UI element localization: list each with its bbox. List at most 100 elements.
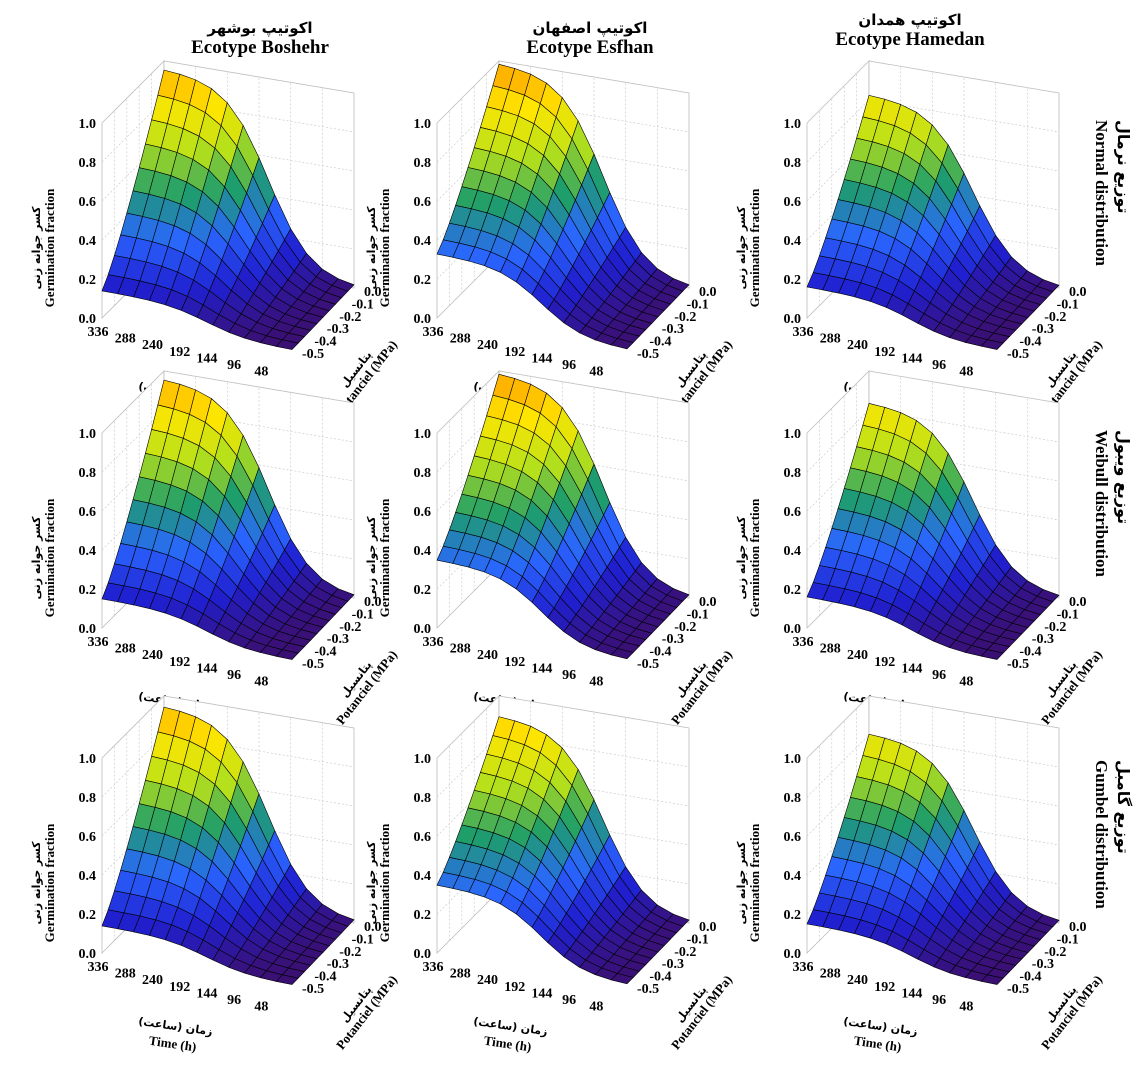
z-axis-label-en: Germination fraction <box>377 823 392 943</box>
x-tick-label: 240 <box>142 338 163 353</box>
z-tick-label: 0.8 <box>414 156 432 171</box>
z-axis-label-fa: کسر جوانه زنی <box>365 841 378 925</box>
surface-panel-r2-c1: 0.0 0.2 0.4 0.6 0.8 1.0 336 288 240 192 144 96 48 0.0… <box>335 695 735 1075</box>
gridline <box>806 60 1060 124</box>
y-tick-label: -0.2 <box>674 945 696 960</box>
y-tick-label: -0.3 <box>1032 957 1054 972</box>
x-tick-label: 144 <box>901 661 922 676</box>
z-axis-label-fa: کسر جوانه زنی <box>30 516 43 600</box>
surface-plot: 0.0 0.2 0.4 0.6 0.8 1.0 336 288 240 192 144 96 48 0.0… <box>30 695 400 1054</box>
z-axis-label: کسر جوانه زنی Germination fraction <box>365 188 392 308</box>
x-tick-label: 336 <box>423 960 444 975</box>
z-tick-label: 0.8 <box>79 156 97 171</box>
x-tick-label: 144 <box>531 351 552 366</box>
x-tick-label: 240 <box>847 338 868 353</box>
column-title-hamedan: اکوتیپ همدان Ecotype Hamedan <box>790 11 1030 51</box>
figure: اکوتیپ بوشهر Ecotype Boshehr اکوتیپ اصفه… <box>0 11 1133 1054</box>
surface-cell <box>980 974 1004 985</box>
x-tick-label: 48 <box>589 1000 603 1015</box>
column-title-en: Ecotype Esfhan <box>526 37 654 59</box>
x-tick-label: 240 <box>847 973 868 988</box>
gridline <box>436 99 690 163</box>
z-axis-label-fa: کسر جوانه زنی <box>365 206 378 290</box>
x-tick-label: 192 <box>874 345 895 360</box>
surface-plot: 0.0 0.2 0.4 0.6 0.8 1.0 336 288 240 192 144 96 48 0.0… <box>735 695 1105 1054</box>
column-title-en: Ecotype Boshehr <box>191 37 329 59</box>
z-tick-label: 0.6 <box>414 505 432 520</box>
x-tick-label: 336 <box>423 325 444 340</box>
surface-plot: 0.0 0.2 0.4 0.6 0.8 1.0 336 288 240 192 144 96 48 0.0… <box>365 370 735 729</box>
y-tick-label: -0.1 <box>687 297 709 312</box>
z-tick-label: 0.2 <box>784 273 802 288</box>
y-tick-label: -0.5 <box>1007 657 1029 672</box>
z-tick-label: 0.4 <box>784 869 802 884</box>
gridline <box>101 695 355 759</box>
x-tick-label: 192 <box>874 980 895 995</box>
surface-plot: 0.0 0.2 0.4 0.6 0.8 1.0 336 288 240 192 144 96 48 0.0… <box>365 695 735 1054</box>
z-axis-label-en: Germination fraction <box>747 188 762 308</box>
surface-plot: 0.0 0.2 0.4 0.6 0.8 1.0 336 288 240 192 144 96 48 0.0… <box>30 370 400 729</box>
z-tick-label: 0.8 <box>784 466 802 481</box>
y-tick-label: -0.4 <box>1019 645 1041 660</box>
surface-mesh <box>806 733 1060 985</box>
row-label-normal: Normal distribution توزیع نرمال <box>1092 120 1133 360</box>
x-tick-label: 144 <box>901 351 922 366</box>
z-tick-label: 0.8 <box>414 791 432 806</box>
x-tick-label: 288 <box>450 332 471 347</box>
z-tick-label: 0.0 <box>414 947 432 962</box>
y-tick-label: -0.5 <box>637 657 659 672</box>
x-tick-label: 144 <box>531 986 552 1001</box>
gridline <box>101 60 355 124</box>
row-label-fa: توزیع ویبول <box>1114 430 1133 525</box>
surface-cell <box>275 974 299 985</box>
y-tick-label: -0.4 <box>1019 970 1041 985</box>
surface-panel-r0-c0: 0.0 0.2 0.4 0.6 0.8 1.0 336 288 240 192 144 96 48 0.0… <box>0 60 400 440</box>
surface-mesh <box>806 94 1060 350</box>
z-tick-label: 0.6 <box>79 830 97 845</box>
gridline <box>436 409 690 473</box>
y-tick-label: -0.3 <box>662 957 684 972</box>
x-tick-label: 288 <box>450 642 471 657</box>
y-tick-label: 0.0 <box>699 920 717 935</box>
x-tick-label: 240 <box>477 973 498 988</box>
z-tick-label: 0.0 <box>79 622 97 637</box>
z-tick-label: 0.6 <box>784 830 802 845</box>
surface-cell <box>610 648 634 660</box>
column-title-fa: اکوتیپ اصفهان <box>532 19 648 37</box>
x-tick-label: 240 <box>477 648 498 663</box>
y-tick-label: -0.5 <box>637 982 659 997</box>
y-tick-label: 0.0 <box>1069 920 1087 935</box>
y-tick-label: -0.3 <box>1032 632 1054 647</box>
x-tick-label: 144 <box>531 661 552 676</box>
y-tick-label: -0.4 <box>314 970 336 985</box>
gridline <box>806 370 1060 434</box>
x-tick-label: 96 <box>562 358 576 373</box>
z-tick-label: 1.0 <box>79 752 97 767</box>
z-axis-label: کسر جوانه زنی Germination fraction <box>735 188 762 308</box>
z-tick-label: 1.0 <box>414 117 432 132</box>
z-tick-label: 0.0 <box>414 622 432 637</box>
z-tick-label: 0.4 <box>784 544 802 559</box>
z-tick-label: 0.0 <box>784 622 802 637</box>
gridline <box>806 812 1060 876</box>
y-tick-label: 0.0 <box>364 920 382 935</box>
surface-plot: 0.0 0.2 0.4 0.6 0.8 1.0 336 288 240 192 144 96 48 0.0… <box>735 370 1105 729</box>
x-tick-label: 96 <box>562 668 576 683</box>
y-tick-label: 0.0 <box>1069 595 1087 610</box>
z-tick-label: 1.0 <box>414 427 432 442</box>
z-tick-label: 0.2 <box>79 908 97 923</box>
row-label-fa: توزیع نرمال <box>1114 120 1133 214</box>
y-tick-label: -0.4 <box>314 335 336 350</box>
gridline <box>101 734 355 798</box>
surface-cell <box>275 649 299 660</box>
z-axis-label: کسر جوانه زنی Germination fraction <box>735 498 762 618</box>
x-tick-label: 48 <box>589 365 603 380</box>
surface-mesh <box>806 403 1060 660</box>
z-tick-label: 0.6 <box>79 505 97 520</box>
y-tick-label: -0.1 <box>352 932 374 947</box>
z-tick-label: 0.2 <box>784 908 802 923</box>
x-tick-label: 336 <box>88 635 109 650</box>
y-tick-label: -0.3 <box>327 322 349 337</box>
y-tick-label: -0.4 <box>314 645 336 660</box>
y-tick-label: -0.1 <box>687 932 709 947</box>
